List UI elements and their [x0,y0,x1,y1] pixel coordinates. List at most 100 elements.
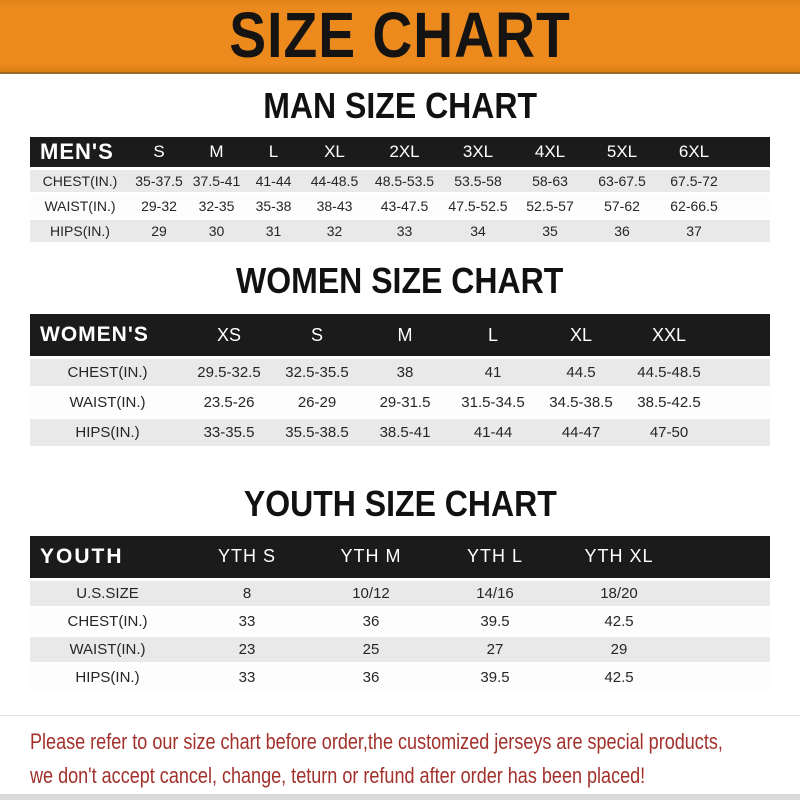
table-row: HIPS(IN.) 33 36 39.5 42.5 [30,664,770,690]
column-header: S [273,314,361,357]
filler-cell [713,389,770,417]
table-row: WAIST(IN.) 23.5-26 26-29 29-31.5 31.5-34… [30,389,770,417]
women-table-label: WOMEN'S [30,314,185,357]
table-row: WAIST(IN.) 23 25 27 29 [30,636,770,662]
size-cell: 23 [185,636,309,662]
column-header: YTH M [309,535,433,578]
women-section-title-text: WOMEN SIZE CHART [236,259,564,301]
row-label: HIPS(IN.) [30,664,185,690]
size-cell: 38-43 [302,194,367,217]
column-header: 6XL [658,136,730,167]
column-header: L [245,136,302,167]
size-cell: 52.5-57 [514,194,586,217]
size-cell: 53.5-58 [442,169,514,192]
youth-section-title: YOUTH SIZE CHART [0,483,800,525]
size-cell: 47-50 [625,419,713,447]
row-label: HIPS(IN.) [30,219,130,242]
size-cell: 29-31.5 [361,389,449,417]
column-header: 5XL [586,136,658,167]
column-header: YTH S [185,535,309,578]
filler-cell [730,219,770,242]
size-chart-banner: SIZE CHART [0,0,800,74]
column-header: M [188,136,245,167]
size-cell: 38.5-41 [361,419,449,447]
row-label: CHEST(IN.) [30,608,185,634]
size-cell: 42.5 [557,608,681,634]
size-cell: 33-35.5 [185,419,273,447]
size-cell: 32-35 [188,194,245,217]
footer-note-line-1: Please refer to our size chart before or… [30,728,723,754]
size-cell: 39.5 [433,608,557,634]
size-cell: 41-44 [449,419,537,447]
table-row: CHEST(IN.) 33 36 39.5 42.5 [30,608,770,634]
row-label: WAIST(IN.) [30,389,185,417]
size-cell: 35.5-38.5 [273,419,361,447]
table-row: HIPS(IN.) 29 30 31 32 33 34 35 36 37 [30,219,770,242]
size-cell: 18/20 [557,580,681,606]
size-cell: 35-37.5 [130,169,188,192]
filler-cell [681,664,770,690]
size-cell: 36 [309,664,433,690]
women-section-title: WOMEN SIZE CHART [0,259,800,301]
size-cell: 33 [367,219,442,242]
column-header: 2XL [367,136,442,167]
column-header: YTH XL [557,535,681,578]
youth-size-table: YOUTH YTH S YTH M YTH L YTH XL U.S.SIZE … [30,533,770,693]
size-cell: 41 [449,359,537,387]
column-header: M [361,314,449,357]
size-cell: 35-38 [245,194,302,217]
size-cell: 63-67.5 [586,169,658,192]
size-cell: 34 [442,219,514,242]
filler-cell [730,194,770,217]
size-cell: 27 [433,636,557,662]
men-section-title-text: MAN SIZE CHART [263,85,537,126]
filler-cell [713,419,770,447]
table-row: CHEST(IN.) 29.5-32.5 32.5-35.5 38 41 44.… [30,359,770,387]
table-row: U.S.SIZE 8 10/12 14/16 18/20 [30,580,770,606]
filler-cell [713,359,770,387]
column-header: XL [302,136,367,167]
column-header: 4XL [514,136,586,167]
column-header: 3XL [442,136,514,167]
youth-table-header-row: YOUTH YTH S YTH M YTH L YTH XL [30,535,770,578]
size-cell: 41-44 [245,169,302,192]
filler-cell [730,136,770,167]
men-size-table: MEN'S S M L XL 2XL 3XL 4XL 5XL 6XL CHEST… [30,134,770,245]
size-cell: 29-32 [130,194,188,217]
youth-table-label: YOUTH [30,535,185,578]
row-label: U.S.SIZE [30,580,185,606]
size-cell: 38.5-42.5 [625,389,713,417]
filler-cell [681,636,770,662]
table-row: CHEST(IN.) 35-37.5 37.5-41 41-44 44-48.5… [30,169,770,192]
men-table-header-row: MEN'S S M L XL 2XL 3XL 4XL 5XL 6XL [30,136,770,167]
size-cell: 43-47.5 [367,194,442,217]
women-table-header-row: WOMEN'S XS S M L XL XXL [30,314,770,357]
column-header: YTH L [433,535,557,578]
size-cell: 44-48.5 [302,169,367,192]
table-row: WAIST(IN.) 29-32 32-35 35-38 38-43 43-47… [30,194,770,217]
filler-cell [713,314,770,357]
size-cell: 67.5-72 [658,169,730,192]
size-cell: 44.5-48.5 [625,359,713,387]
size-cell: 33 [185,608,309,634]
table-row: HIPS(IN.) 33-35.5 35.5-38.5 38.5-41 41-4… [30,419,770,447]
size-cell: 57-62 [586,194,658,217]
column-header: XS [185,314,273,357]
size-cell: 31 [245,219,302,242]
size-cell: 29.5-32.5 [185,359,273,387]
column-header: S [130,136,188,167]
row-label: WAIST(IN.) [30,194,130,217]
footer-note: Please refer to our size chart before or… [0,714,800,793]
size-cell: 36 [309,608,433,634]
size-cell: 30 [188,219,245,242]
filler-cell [730,169,770,192]
size-cell: 36 [586,219,658,242]
size-cell: 23.5-26 [185,389,273,417]
youth-section-title-text: YOUTH SIZE CHART [243,483,557,525]
size-cell: 35 [514,219,586,242]
size-cell: 31.5-34.5 [449,389,537,417]
row-label: HIPS(IN.) [30,419,185,447]
banner-title: SIZE CHART [229,0,571,72]
bottom-edge-strip [0,794,800,800]
size-cell: 29 [130,219,188,242]
